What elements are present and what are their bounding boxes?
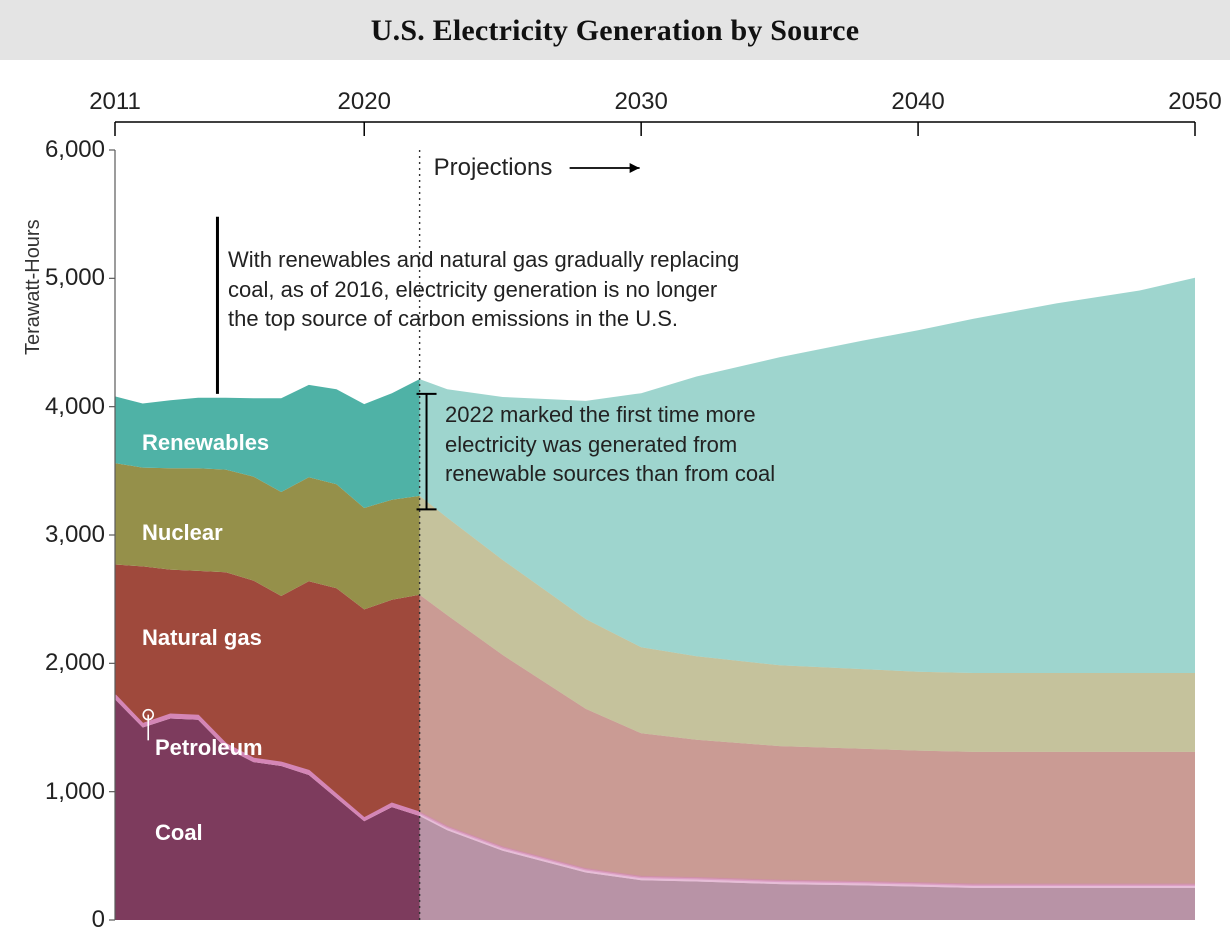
projections-label: Projections (434, 154, 553, 182)
y-tick-3000: 3,000 (35, 521, 105, 549)
series-label-natural-gas: Natural gas (142, 625, 262, 651)
page: U.S. Electricity Generation by Source Te… (0, 0, 1230, 945)
y-tick-5000: 5,000 (35, 264, 105, 292)
annotation-carbon-emissions: With renewables and natural gas graduall… (228, 245, 848, 334)
x-tick-2011: 2011 (89, 88, 141, 116)
x-tick-2040: 2040 (891, 88, 944, 116)
annotation-renewables-vs-coal: 2022 marked the first time moreelectrici… (445, 400, 875, 489)
y-tick-1000: 1,000 (35, 778, 105, 806)
y-tick-2000: 2,000 (35, 649, 105, 677)
x-tick-2050: 2050 (1168, 88, 1221, 116)
y-tick-4000: 4,000 (35, 393, 105, 421)
y-tick-0: 0 (35, 906, 105, 934)
series-label-nuclear: Nuclear (142, 520, 223, 546)
x-tick-2030: 2030 (614, 88, 667, 116)
series-label-renewables: Renewables (142, 430, 269, 456)
series-label-petroleum: Petroleum (155, 735, 263, 761)
x-tick-2020: 2020 (338, 88, 391, 116)
y-tick-6000: 6,000 (35, 136, 105, 164)
title-bar: U.S. Electricity Generation by Source (0, 0, 1230, 60)
series-label-coal: Coal (155, 820, 203, 846)
chart-title: U.S. Electricity Generation by Source (0, 14, 1230, 48)
